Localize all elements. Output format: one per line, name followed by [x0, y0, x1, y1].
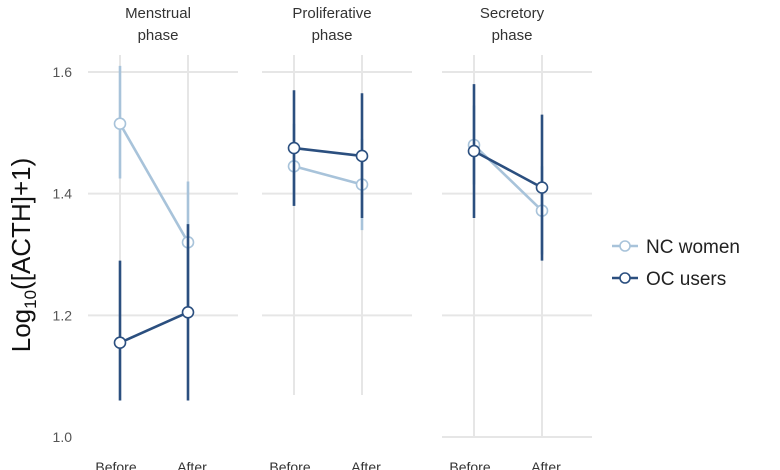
data-point	[535, 181, 549, 194]
data-point	[287, 141, 301, 155]
panel-title: Menstrual	[125, 5, 191, 22]
x-tick-label: Before	[269, 459, 310, 470]
data-point	[355, 149, 369, 163]
series-line	[119, 311, 189, 344]
x-tick-label: After	[531, 459, 561, 470]
x-tick-label: After	[177, 459, 207, 470]
panel-3: Secretory phase Before After	[442, 5, 592, 470]
legend-label: NC women	[646, 237, 740, 258]
legend-marker	[619, 240, 631, 252]
legend: NC women OC users	[612, 237, 740, 290]
legend-marker	[619, 272, 631, 284]
panel-2: Proliferative phase Before After	[262, 5, 412, 470]
data-point	[113, 117, 127, 131]
data-point	[181, 305, 195, 319]
panel-1: Menstrual phase Before After	[88, 5, 238, 470]
series-line	[118, 123, 190, 243]
y-tick-label: 1.6	[53, 64, 73, 80]
panel-title: Secretory	[480, 5, 545, 22]
legend-label: OC users	[646, 269, 726, 290]
series-line	[293, 146, 363, 158]
data-point	[113, 336, 127, 350]
panel-title: phase	[312, 27, 353, 44]
series-line	[473, 144, 543, 212]
y-tick-label: 1.4	[53, 186, 73, 202]
panel-title: phase	[138, 27, 179, 44]
y-axis-title: Log10([ACTH]+1)	[6, 158, 40, 353]
series-line	[473, 149, 543, 189]
x-tick-label: After	[351, 459, 381, 470]
x-tick-label: Before	[449, 459, 490, 470]
panel-title: phase	[492, 27, 533, 44]
data-point	[467, 144, 481, 158]
panel-title: Proliferative	[292, 5, 371, 22]
y-tick-label: 1.0	[53, 429, 73, 445]
series-line	[293, 165, 363, 186]
y-tick-label: 1.2	[53, 307, 73, 323]
x-tick-label: Before	[95, 459, 136, 470]
